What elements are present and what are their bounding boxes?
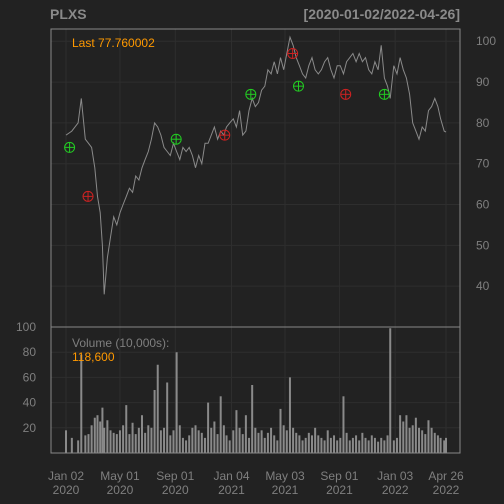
volume-last-value: 118,600 (72, 350, 115, 364)
x-tick-label-date: May 03 (265, 469, 305, 483)
x-tick-label-date: Jan 03 (377, 469, 413, 483)
sell-marker (82, 190, 94, 202)
sell-marker (219, 129, 231, 141)
volume-y-tick-label: 100 (16, 320, 36, 334)
ticker-symbol: PLXS (50, 6, 87, 22)
price-y-tick-label: 50 (476, 238, 490, 252)
volume-bars (65, 328, 447, 453)
x-tick-label-date: Sep 01 (320, 469, 358, 483)
trade-markers (64, 47, 390, 202)
sell-marker (340, 88, 352, 100)
volume-title: Volume (10,000s): (72, 336, 169, 350)
price-y-tick-label: 100 (476, 34, 496, 48)
sell-marker (287, 47, 299, 59)
x-tick-label-date: Jan 04 (213, 469, 249, 483)
volume-y-tick-label: 80 (23, 345, 37, 359)
volume-y-tick-label: 60 (23, 370, 37, 384)
x-tick-label-date: Apr 26 (428, 469, 464, 483)
x-tick-label-year: 2021 (272, 483, 299, 497)
x-tick-label-date: Jan 02 (48, 469, 84, 483)
price-y-axis: 40 50 60 70 80 90 100 (476, 34, 496, 293)
last-price-label: Last 77.760002 (72, 36, 155, 50)
buy-marker (378, 88, 390, 100)
x-tick-label-year: 2020 (162, 483, 189, 497)
price-y-tick-label: 70 (476, 157, 490, 171)
x-tick-label-year: 2022 (382, 483, 409, 497)
volume-y-tick-label: 40 (23, 396, 37, 410)
price-y-tick-label: 40 (476, 279, 490, 293)
buy-marker (245, 88, 257, 100)
x-tick-label-year: 2021 (218, 483, 245, 497)
date-range: [2020-01-02/2022-04-26] (304, 6, 460, 22)
buy-marker (170, 133, 182, 145)
price-y-tick-label: 80 (476, 116, 490, 130)
buy-marker (64, 141, 76, 153)
volume-y-tick-label: 20 (23, 421, 37, 435)
x-tick-label-year: 2022 (433, 483, 460, 497)
price-line (65, 35, 447, 295)
volume-panel-border (50, 326, 461, 454)
buy-marker (292, 80, 304, 92)
price-y-tick-label: 60 (476, 198, 490, 212)
x-tick-label-year: 2020 (53, 483, 80, 497)
price-grid (51, 29, 460, 327)
x-tick-label-year: 2021 (326, 483, 353, 497)
x-tick-label-date: May 01 (100, 469, 140, 483)
volume-y-axis: 20 40 60 80 100 (16, 320, 36, 435)
x-tick-label-date: Sep 01 (156, 469, 194, 483)
x-tick-label-year: 2020 (107, 483, 134, 497)
price-y-tick-label: 90 (476, 75, 490, 89)
